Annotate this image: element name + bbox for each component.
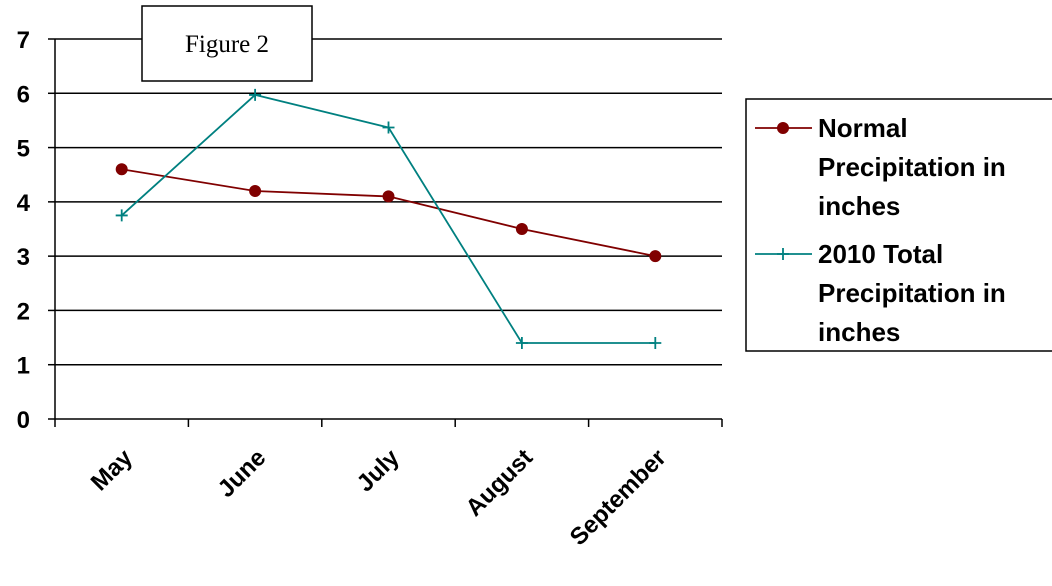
legend: Normal Precipitation in inches 2010 Total Pr… (745, 98, 1052, 352)
x-tick-label: August (461, 444, 539, 522)
figure-annotation: Figure 2 (141, 5, 313, 82)
axes (48, 38, 723, 427)
legend-entry-2: 2010 Total Precipitation in inches (755, 239, 1006, 347)
series-1 (115, 163, 662, 263)
annotation-text: Figure 2 (185, 31, 269, 58)
x-tick-label: June (213, 444, 272, 503)
legend-label: inches (818, 317, 900, 347)
x-tick-label: May (86, 444, 139, 497)
y-tick-labels: 0 1 2 3 4 5 6 7 (17, 27, 31, 434)
data-point (115, 209, 128, 222)
legend-marker (777, 122, 789, 134)
data-point (515, 337, 528, 349)
data-point (382, 190, 395, 203)
y-tick-label: 2 (17, 298, 30, 325)
x-tick-label: September (565, 444, 672, 551)
annotation-box (141, 5, 313, 82)
legend-label: Normal (818, 113, 908, 143)
data-point (249, 88, 262, 101)
series-layer (115, 88, 662, 349)
x-tick-labels: May June July August September (86, 444, 672, 551)
y-tick-label: 4 (17, 190, 31, 217)
legend-label: 2010 Total (818, 239, 943, 269)
y-tick-label: 1 (17, 353, 30, 380)
data-point (382, 121, 395, 134)
y-tick-label: 6 (17, 81, 30, 108)
y-tick-label: 7 (17, 27, 30, 54)
data-point (249, 185, 262, 197)
legend-label: inches (818, 191, 900, 221)
data-point (649, 337, 662, 349)
y-tick-label: 5 (17, 136, 30, 163)
series-2 (115, 88, 662, 349)
data-point (515, 223, 528, 235)
legend-label: Precipitation in (818, 152, 1006, 182)
x-tick-label: July (352, 444, 406, 498)
legend-marker (777, 248, 789, 260)
y-tick-label: 3 (17, 244, 30, 271)
legend-entry-1: Normal Precipitation in inches (755, 113, 1006, 221)
data-point (649, 250, 662, 263)
data-point (115, 163, 128, 176)
series-line (121, 168, 656, 258)
legend-label: Precipitation in (818, 278, 1006, 308)
y-tick-label: 0 (17, 407, 30, 434)
legend-box (745, 98, 1052, 352)
